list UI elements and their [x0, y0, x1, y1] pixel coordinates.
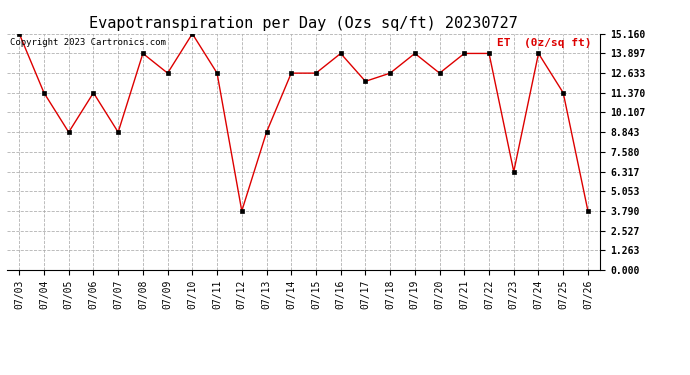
Title: Evapotranspiration per Day (Ozs sq/ft) 20230727: Evapotranspiration per Day (Ozs sq/ft) 2… [89, 16, 518, 31]
Text: ET  (0z/sq ft): ET (0z/sq ft) [497, 39, 591, 48]
Text: Copyright 2023 Cartronics.com: Copyright 2023 Cartronics.com [10, 39, 166, 48]
